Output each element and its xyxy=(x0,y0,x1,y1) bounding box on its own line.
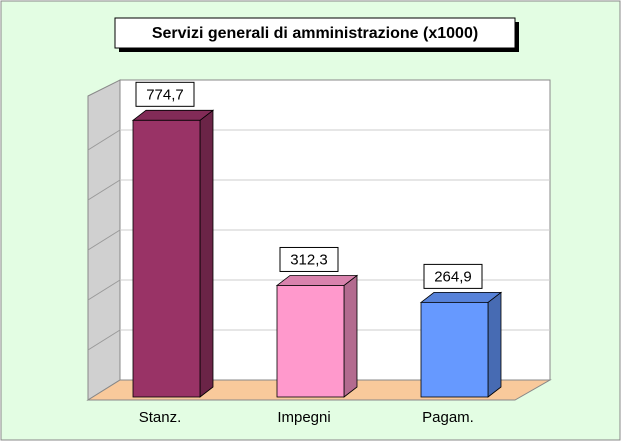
grid-line xyxy=(87,179,121,201)
bar-side xyxy=(487,291,502,398)
value-label: 264,9 xyxy=(434,268,472,285)
value-label-box xyxy=(135,81,195,107)
grid-line xyxy=(87,279,121,301)
bar xyxy=(132,119,201,398)
value-label-box xyxy=(279,246,339,272)
bar-top xyxy=(419,291,503,303)
chart-title: Servizi generali di amministrazione (x10… xyxy=(152,25,478,42)
title-box xyxy=(114,17,516,49)
bar xyxy=(420,301,489,398)
value-label: 774,7 xyxy=(146,86,184,103)
bar xyxy=(276,285,345,398)
grid-line xyxy=(87,329,121,351)
bar-top xyxy=(131,109,215,121)
value-label-box xyxy=(423,263,483,289)
x-tick-label: Impegni xyxy=(277,409,330,426)
x-tick-label: Pagam. xyxy=(422,409,474,426)
bar-top xyxy=(275,275,359,286)
bar-side xyxy=(199,109,214,398)
grid-line xyxy=(87,229,121,251)
x-tick-label: Stanz. xyxy=(139,409,182,426)
value-label: 312,3 xyxy=(290,251,328,268)
bar-side xyxy=(343,274,358,398)
grid-line xyxy=(87,129,121,151)
